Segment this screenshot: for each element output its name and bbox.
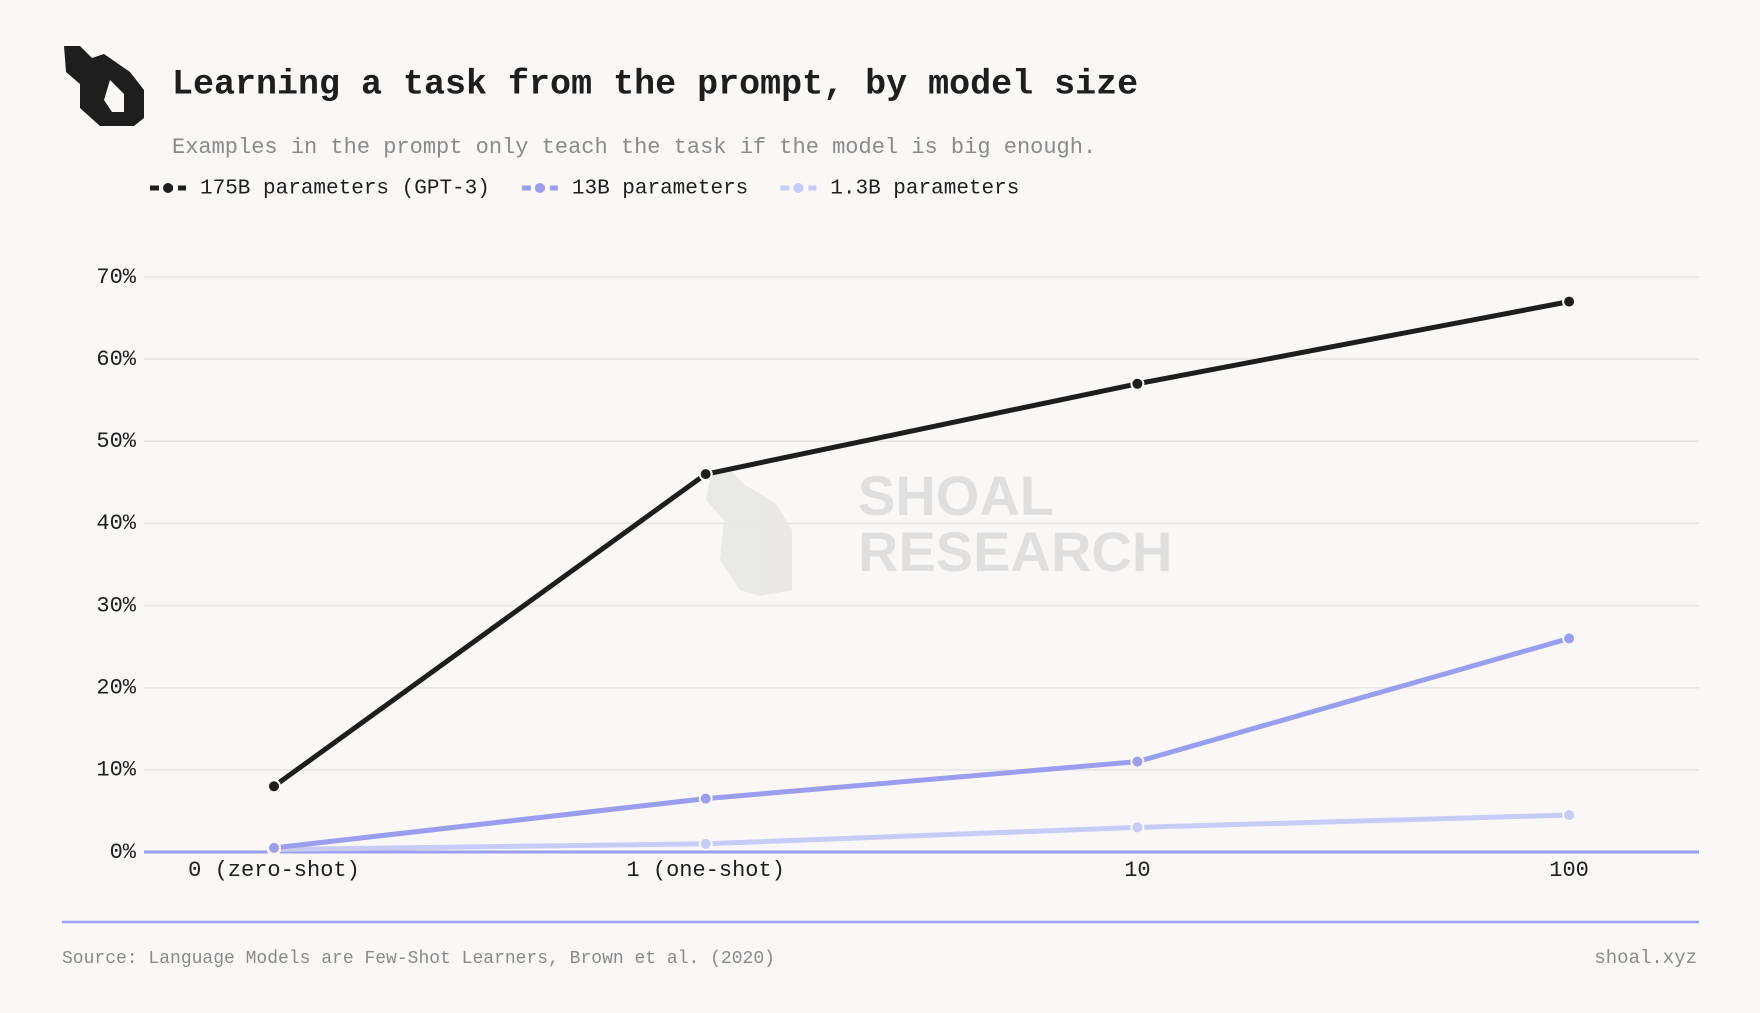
legend-item: 1.3B parameters [780,178,1019,201]
y-tick-label: 10% [96,758,136,783]
logo [64,46,144,126]
series-line [273,636,1570,851]
data-point [1562,808,1577,823]
legend-marker [793,183,804,193]
y-tick-label: 70% [96,265,136,290]
legend-item: 175B parameters (GPT-3) [150,178,490,201]
legend-label: 1.3B parameters [830,178,1019,201]
data-point [698,467,713,482]
y-tick-label: 0% [110,840,137,865]
legend-marker [163,183,173,193]
watermark-text: SHOAL [858,464,1054,527]
data-point [698,836,713,851]
series-line [273,812,1570,853]
data-point [1130,820,1145,835]
x-tick-label: 0 (zero-shot) [188,858,360,883]
watermark: SHOAL RESEARCH [706,464,1172,596]
data-point [1562,631,1577,646]
y-tick-label: 50% [96,429,136,454]
x-tick-label: 100 [1549,858,1589,883]
y-tick-label: 60% [96,347,136,372]
x-tick-label: 10 [1124,858,1150,883]
data-point [267,840,281,855]
watermark-text: RESEARCH [858,520,1172,583]
data-point [267,779,281,794]
source: Source: Language Models are Few-Shot Lea… [62,949,775,969]
legend-label: 175B parameters (GPT-3) [200,178,490,201]
y-tick-label: 30% [96,593,136,618]
legend-marker [534,183,545,193]
chart-title: Learning a task from the prompt, by mode… [172,64,1138,104]
chart-subtitle: Examples in the prompt only teach the ta… [172,135,1096,160]
y-tick-label: 20% [96,676,136,701]
series-line [272,299,1570,789]
legend-label: 13B parameters [572,178,748,201]
credit: shoal.xyz [1594,947,1697,969]
legend-item: 13B parameters [521,178,748,201]
data-point [1562,294,1577,309]
data-point [698,791,713,806]
y-tick-label: 40% [96,511,136,536]
data-point [1130,376,1145,391]
x-tick-label: 1 (one-shot) [626,858,784,883]
data-point [1130,754,1145,769]
